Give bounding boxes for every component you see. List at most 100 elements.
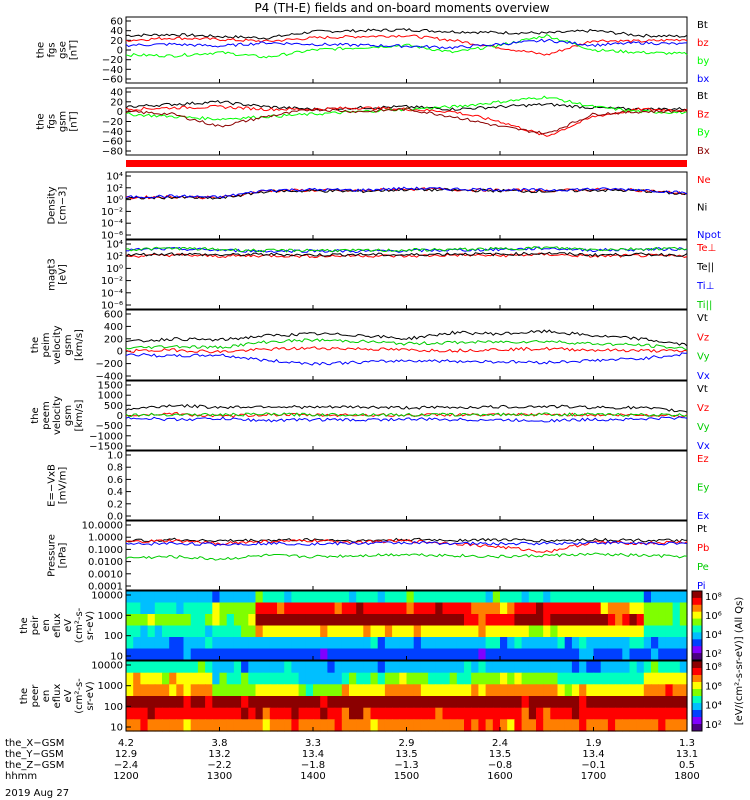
heatmap-cell [291,661,300,674]
heatmap-cell [600,648,609,661]
heatmap-cell [672,625,681,638]
heatmap-cell [478,648,487,661]
x-axis-value: 2.4 [492,738,508,749]
heatmap-cell [643,719,652,732]
heatmap-cell [435,591,444,604]
heatmap-cell [521,602,530,615]
heatmap-cell [413,707,422,720]
heatmap-cell [571,707,580,720]
heatmap-cell [449,672,458,685]
y-tick-label: 0.0010 [88,569,123,580]
heatmap-cell [593,719,602,732]
heatmap-cell [384,684,393,697]
heatmap-cell [507,661,515,674]
heatmap-cell [212,684,221,697]
heatmap-cell [126,684,134,697]
heatmap-cell [442,625,451,638]
series-line-bz [125,34,688,56]
y-tick-label: 0.6 [107,475,123,486]
heatmap-cell [557,625,566,638]
heatmap-cell [651,684,659,697]
heatmap-cell [571,648,580,661]
heatmap-cell [629,672,638,685]
legend-label: Pe [697,562,709,573]
heatmap-cell [349,591,357,604]
heatmap-cell [521,648,530,661]
heatmap-cell [169,684,177,697]
heatmap-cell [334,661,343,674]
heatmap-cell [313,648,321,661]
heatmap-cell [658,614,666,627]
heatmap-cell [176,707,185,720]
heatmap-cell [262,696,271,709]
heatmap-cell [464,684,472,697]
heatmap-cell [277,591,285,604]
x-axis-value: −2.2 [207,760,231,771]
heatmap-cell [305,648,314,661]
y-axis-label-line: eflux [52,684,63,709]
y-axis-label-line: [nT] [69,40,80,60]
heatmap-cell [370,602,379,615]
heatmap-cell [176,684,185,697]
series-line-Vt [125,329,688,347]
heatmap-cell [169,602,177,615]
heatmap-cell [543,625,551,638]
heatmap-cell [327,602,336,615]
heatmap-cell [586,684,595,697]
heatmap-cell [622,625,631,638]
heatmap-cell [442,661,451,674]
y-axis-label-line: gsm [63,405,74,426]
heatmap-cell [377,719,386,732]
heatmap-cell [197,684,206,697]
heatmap-cell [140,672,149,685]
heatmap-cell [298,602,307,615]
y-axis-label: the peim velocity gsm [km/s] [30,325,85,364]
legend-label: Vt [697,384,708,395]
heatmap-cell [363,661,372,674]
legend-label: Bx [697,146,710,157]
heatmap-cell [514,591,523,604]
y-tick-label: 10⁻² [101,276,123,287]
heatmap-cell [521,591,530,604]
heatmap-cell [284,591,292,604]
y-axis-label-line: velocity [52,325,63,364]
heatmap-cell [593,602,602,615]
heatmap-cell [176,661,185,674]
heatmap-cell [478,684,487,697]
heatmap-cell [248,625,257,638]
heatmap-cell [269,707,278,720]
heatmap-cell [485,661,494,674]
heatmap-cell [428,637,436,650]
heatmap-cell [420,719,429,732]
colorbar-segment [692,646,702,654]
heatmap-cell [147,684,156,697]
heatmap-cell [420,672,429,685]
heatmap-cell [579,637,587,650]
heatmap-cell [341,696,350,709]
heatmap-cell [277,602,285,615]
heatmap-cell [420,591,429,604]
date-label: 2019 Aug 27 [5,788,69,799]
heatmap-cell [147,648,156,661]
heatmap-cell [435,707,444,720]
heatmap-cell [579,614,587,627]
heatmap-cell [327,719,336,732]
heatmap-cell [629,614,638,627]
heatmap-cell [392,614,400,627]
colorbar-tick-label: 10⁴ [705,701,722,712]
heatmap-cell [593,707,602,720]
series-line-Ni [125,187,688,200]
heatmap-cell [356,661,364,674]
x-axis-value: 12.9 [115,749,137,760]
heatmap-cell [651,637,659,650]
y-tick-label: 1000 [98,681,123,692]
heatmap-cell [543,696,551,709]
colorbar-segment [692,639,702,647]
heatmap-cell [377,707,386,720]
heatmap-cell [169,719,177,732]
heatmap-cell [514,637,523,650]
legend-label: by [697,56,709,67]
heatmap-cell [291,707,300,720]
y-tick-label: 10⁰ [106,195,123,206]
heatmap-cell [341,625,350,638]
